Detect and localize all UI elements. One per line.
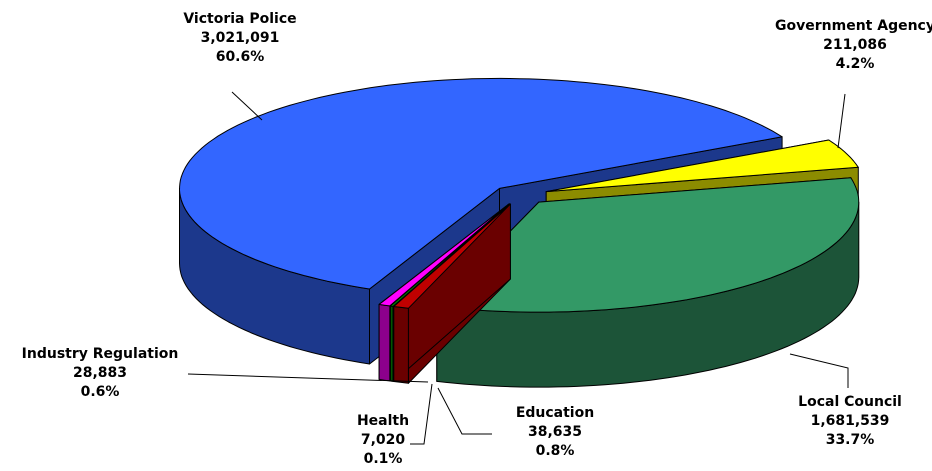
- value-label: 211,086: [823, 37, 887, 53]
- value-label: 38,635: [528, 424, 582, 440]
- percent-label: 33.7%: [826, 432, 875, 448]
- leader-line: [789, 353, 849, 388]
- pie-slice: [436, 177, 860, 388]
- slice-side: [389, 305, 394, 382]
- percent-label: 0.1%: [364, 451, 403, 467]
- slice-top: [393, 203, 511, 309]
- leader-line: [410, 383, 433, 445]
- slice-side: [393, 306, 409, 384]
- slice-top: [436, 177, 860, 313]
- slice-top: [545, 139, 859, 193]
- value-label: 3,021,091: [201, 30, 280, 46]
- percent-label: 4.2%: [836, 56, 875, 72]
- slice-top: [179, 77, 783, 290]
- slice-label: Local Council: [798, 394, 902, 410]
- value-label: 28,883: [73, 365, 127, 381]
- value-label: 1,681,539: [811, 413, 890, 429]
- pie-slice: [393, 203, 511, 384]
- slice-side: [378, 303, 391, 382]
- slice-label: Education: [516, 405, 594, 421]
- value-label: 7,020: [361, 432, 406, 448]
- leader-line: [837, 93, 846, 149]
- pie: [179, 77, 860, 388]
- leader-line: [437, 387, 492, 435]
- labels: Government Agency 211,086 4.2% Local Counci…: [22, 11, 932, 467]
- percent-label: 0.8%: [536, 443, 575, 459]
- slice-label: Victoria Police: [183, 11, 296, 27]
- percent-label: 0.6%: [81, 384, 120, 400]
- slice-label: Health: [357, 413, 409, 429]
- leader-line: [231, 91, 263, 121]
- slice-label: Industry Regulation: [22, 346, 179, 362]
- leader-line: [187, 373, 429, 383]
- percent-label: 60.6%: [216, 49, 265, 65]
- slice-label: Government Agency: [775, 18, 932, 34]
- slice-top: [389, 203, 511, 307]
